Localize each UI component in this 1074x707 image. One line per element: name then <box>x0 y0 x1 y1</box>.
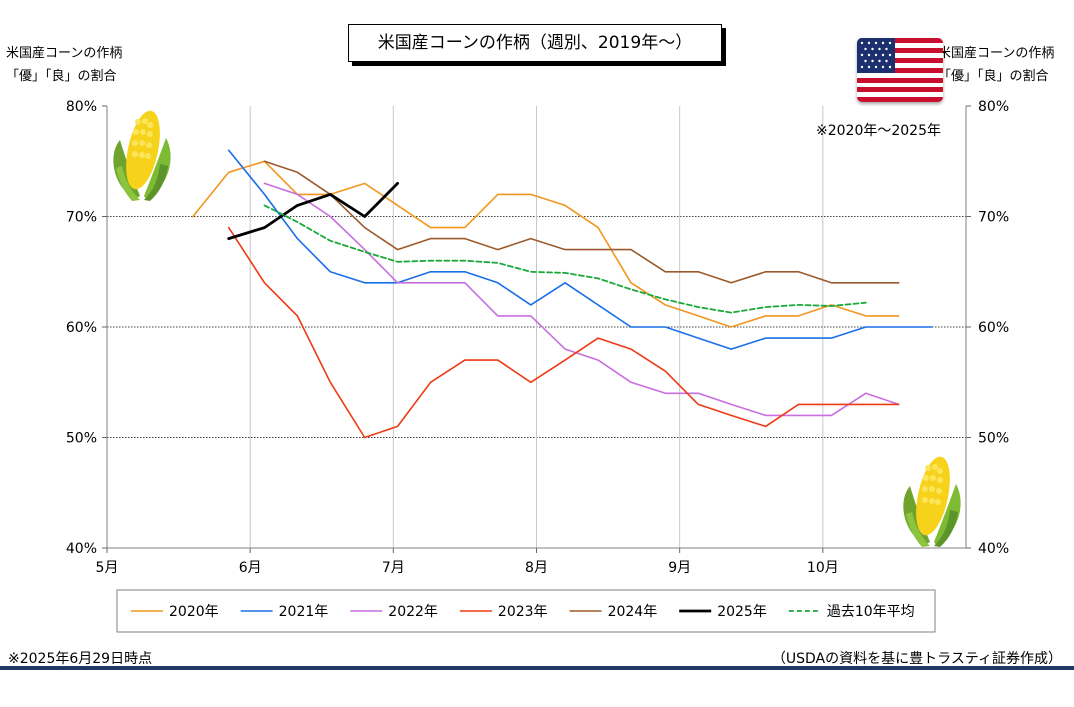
x-tick-label: 6月 <box>239 560 262 576</box>
y-tick-label-right: 70% <box>978 210 1009 226</box>
legend-label: 2025年 <box>717 604 767 620</box>
left-axis-title-line2: 「優」「良」の割合 <box>6 69 117 84</box>
series-line-5 <box>263 160 900 284</box>
as-of-note: ※2025年6月29日時点 <box>8 651 153 667</box>
grid-lines <box>107 106 966 548</box>
y-tick-label-right: 60% <box>978 320 1009 336</box>
right-axis-title-line1: 米国産コーンの作柄 <box>938 46 1055 61</box>
source-note: （USDAの資料を基に豊トラスティ証券作成） <box>771 651 1062 667</box>
legend-label: 2020年 <box>169 604 219 620</box>
footer-divider <box>0 666 1074 670</box>
y-tick-label-right: 80% <box>978 99 1009 115</box>
right-axis-title-line2: 「優」「良」の割合 <box>938 69 1049 84</box>
legend-label: 2022年 <box>388 604 438 620</box>
series-line-7 <box>263 204 867 314</box>
series-line-1 <box>192 160 900 328</box>
series-line-3 <box>263 182 900 417</box>
left-axis-title-line1: 米国産コーンの作柄 <box>6 46 123 61</box>
x-tick-label: 10月 <box>807 560 839 576</box>
legend-label: 2023年 <box>498 604 548 620</box>
y-tick-label-left: 70% <box>66 210 97 226</box>
right-axis-title: 米国産コーンの作柄 「優」「良」の割合 <box>938 42 1054 88</box>
y-tick-label-left: 60% <box>66 320 97 336</box>
legend: 2020年 2021年 2022年 2023年 2024年 2025年 過去10年平均 <box>116 589 936 633</box>
corn-icon <box>104 104 180 208</box>
series-lines <box>192 149 933 439</box>
legend-label: 2021年 <box>279 604 329 620</box>
y-tick-labels: 40% 40% 50% 50% 60% 60% 70% 70% 80% 80% <box>66 99 1009 557</box>
y-tick-label-right: 50% <box>978 431 1009 447</box>
x-tick-label: 9月 <box>668 560 691 576</box>
us-flag-icon <box>857 38 943 102</box>
y-tick-label-left: 50% <box>66 431 97 447</box>
legend-label: 2024年 <box>608 604 658 620</box>
y-tick-label-right: 40% <box>978 541 1009 557</box>
y-tick-label-left: 40% <box>66 541 97 557</box>
range-note: ※2020年～2025年 <box>816 123 941 139</box>
x-tick-label: 8月 <box>525 560 548 576</box>
corn-icon <box>894 450 970 554</box>
left-axis-title: 米国産コーンの作柄 「優」「良」の割合 <box>6 42 122 88</box>
legend-label: 過去10年平均 <box>827 604 915 620</box>
chart-title: 米国産コーンの作柄（週別、2019年～） <box>348 24 722 62</box>
plot-frame <box>102 105 971 553</box>
x-tick-labels: 5月 6月 7月 8月 9月 10月 <box>96 560 839 576</box>
series-line-6 <box>227 181 400 241</box>
series-line-4 <box>227 226 900 439</box>
y-tick-label-left: 80% <box>66 99 97 115</box>
x-tick-label: 7月 <box>382 560 405 576</box>
series-line-2 <box>227 149 933 350</box>
x-tick-label: 5月 <box>96 560 119 576</box>
